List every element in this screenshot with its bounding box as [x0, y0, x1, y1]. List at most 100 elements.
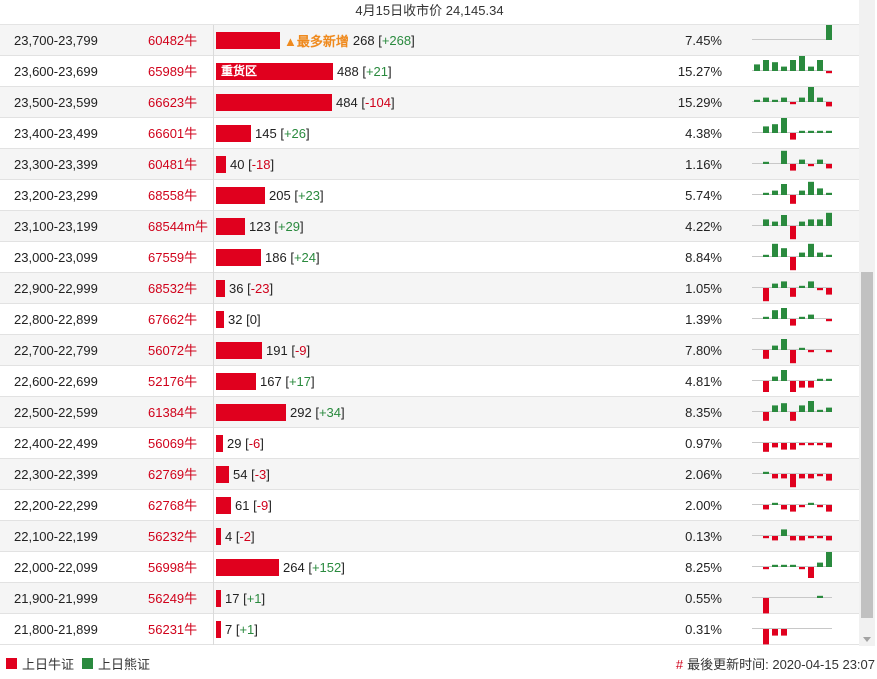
sparkline-bar [790, 564, 796, 567]
sparkline-bar [826, 212, 832, 226]
vertical-scrollbar[interactable] [859, 0, 875, 646]
sparkline-bar [817, 474, 823, 477]
position-bar [216, 280, 225, 297]
sparkline-bar [781, 505, 787, 510]
history-sparkline [752, 628, 832, 645]
position-bar [216, 404, 286, 421]
cbbc-count: 56998牛 [148, 560, 198, 575]
price-range: 22,500-22,599 [14, 405, 98, 420]
position-change: -9 [294, 343, 307, 358]
position-bar [216, 621, 221, 638]
sparkline-bar [817, 595, 823, 598]
position-value: 484 [-104] [336, 95, 395, 110]
position-bar [216, 32, 280, 49]
position-bar-cell: 484 [-104] [216, 87, 395, 118]
scrollbar-thumb[interactable] [861, 272, 873, 618]
column-divider [213, 56, 214, 87]
sparkline-bar [763, 316, 769, 319]
history-sparkline [752, 339, 832, 364]
legend-bull: 上日牛证 [6, 654, 74, 673]
cbbc-table: 4月15日收市价 24,145.34 23,700-23,799 60482牛 ▲最… [0, 3, 859, 645]
position-change: +29 [277, 219, 300, 234]
position-percent: 0.31% [685, 622, 722, 637]
price-range: 21,800-21,899 [14, 622, 98, 637]
sparkline-bar [781, 281, 787, 288]
sparkline-bar [808, 130, 814, 133]
position-change: -3 [254, 467, 267, 482]
sparkline-bar [826, 288, 832, 295]
table-row: 22,500-22,599 61384牛 292 [+34] 8.35% [0, 397, 859, 428]
history-sparkline [752, 56, 832, 74]
sparkline-bar [817, 536, 823, 539]
sparkline-bar [808, 87, 814, 102]
position-percent: 4.81% [685, 374, 722, 389]
sparkline-bar [790, 102, 796, 105]
sparkline-bar [808, 281, 814, 288]
position-count: 7 [225, 622, 233, 637]
position-percent: 1.16% [685, 157, 722, 172]
sparkline-bar [799, 381, 805, 388]
cbbc-count: 52176牛 [148, 374, 198, 389]
position-bar [216, 497, 231, 514]
table-row: 22,700-22,799 56072牛 191 [-9] 7.80% [0, 335, 859, 366]
sparkline-bar [763, 629, 769, 645]
position-percent: 4.38% [685, 126, 722, 141]
column-divider [213, 552, 214, 583]
history-sparkline [752, 552, 832, 578]
cbbc-count: 56231牛 [148, 622, 198, 637]
column-divider [213, 397, 214, 428]
price-range: 21,900-21,999 [14, 591, 98, 606]
price-range: 22,300-22,399 [14, 467, 98, 482]
sparkline-bar [772, 443, 778, 448]
sparkline-bar [790, 60, 796, 71]
position-bar [216, 373, 256, 390]
position-percent: 5.74% [685, 188, 722, 203]
sparkline-bar [799, 130, 805, 133]
sparkline-bar [772, 474, 778, 479]
price-range: 22,100-22,199 [14, 529, 98, 544]
sparkline-bar [763, 598, 769, 614]
sparkline-bar [826, 474, 832, 481]
sparkline-bar [817, 443, 823, 446]
sparkline-bar [790, 164, 796, 171]
column-divider [213, 273, 214, 304]
position-value: 7 [+1] [225, 622, 258, 637]
position-change: +24 [293, 250, 316, 265]
cbbc-count: 56069牛 [148, 436, 198, 451]
sparkline-bar [808, 502, 814, 505]
position-percent: 7.45% [685, 33, 722, 48]
position-bar-cell: ▲最多新增 268 [+268] [216, 25, 415, 56]
position-count: 292 [290, 405, 312, 420]
sparkline-bar [763, 254, 769, 257]
position-count: 29 [227, 436, 242, 451]
position-change: +17 [288, 374, 311, 389]
sparkline-bar [826, 71, 832, 74]
column-divider [213, 521, 214, 552]
price-range: 23,600-23,699 [14, 64, 98, 79]
position-bar-cell: 205 [+23] [216, 180, 324, 211]
table-row: 23,200-23,299 68558牛 205 [+23] 5.74% [0, 180, 859, 211]
history-sparkline [752, 281, 832, 302]
sparkline-bar [799, 56, 805, 71]
position-percent: 8.25% [685, 560, 722, 575]
column-divider [213, 25, 214, 56]
position-percent: 4.22% [685, 219, 722, 234]
sparkline-bar [808, 381, 814, 388]
cbbc-count: 60481牛 [148, 157, 198, 172]
position-count: 191 [266, 343, 288, 358]
column-divider [213, 87, 214, 118]
table-body: 23,700-23,799 60482牛 ▲最多新增 268 [+268] 7.45% 2… [0, 25, 859, 645]
position-count: 205 [269, 188, 291, 203]
scroll-down-arrow-icon[interactable] [863, 637, 871, 642]
position-bar [216, 311, 224, 328]
position-change: +23 [297, 188, 320, 203]
position-change: +152 [311, 560, 342, 575]
position-bar-cell: 54 [-3] [216, 459, 270, 490]
cbbc-count: 60482牛 [148, 33, 198, 48]
position-bar-cell: 40 [-18] [216, 149, 274, 180]
history-sparkline [752, 118, 832, 140]
position-value: 264 [+152] [283, 560, 345, 575]
position-change: -2 [239, 529, 252, 544]
sparkline-bar [817, 188, 823, 195]
position-change: +34 [318, 405, 341, 420]
